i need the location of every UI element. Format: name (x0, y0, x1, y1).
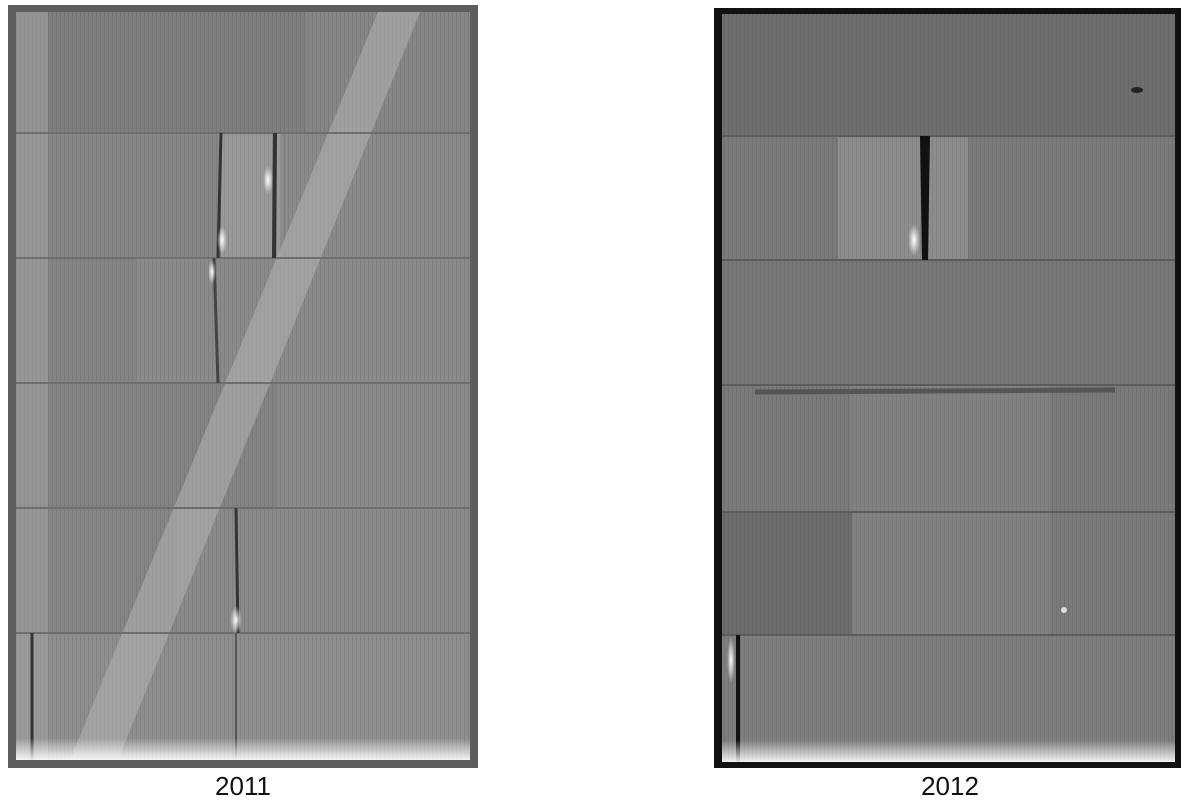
panel-2011 (8, 5, 478, 768)
caption: 2011 (215, 771, 271, 801)
caption: 2012 (921, 771, 979, 801)
panel-2012 (714, 8, 1181, 768)
